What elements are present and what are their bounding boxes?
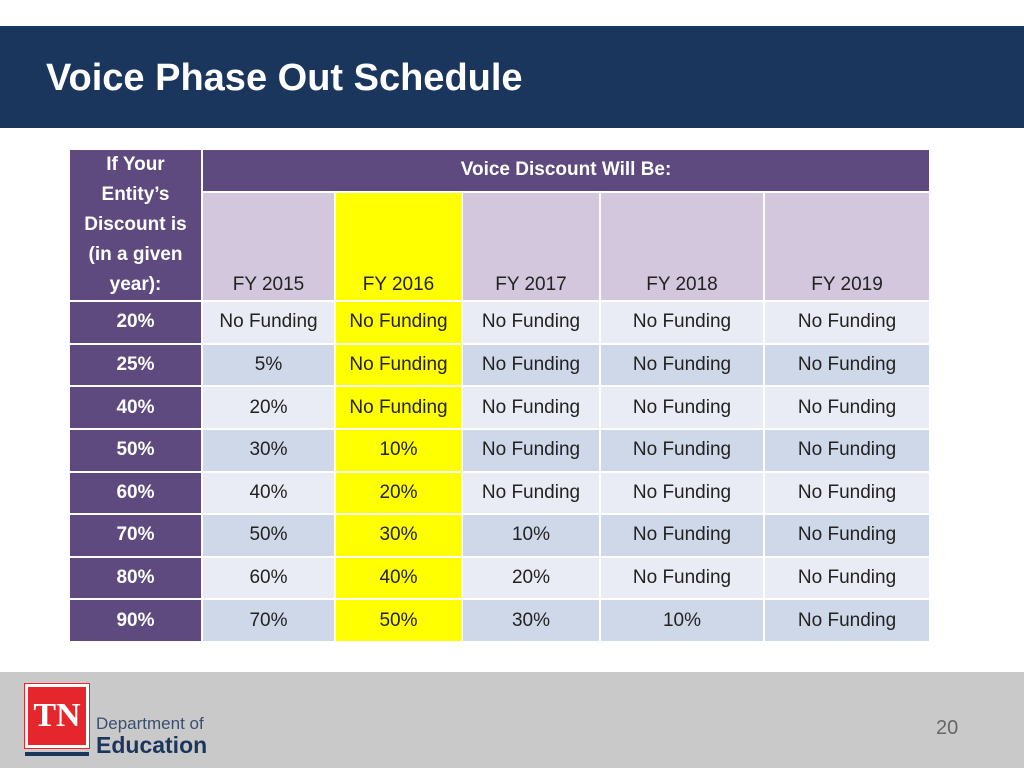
table-cell: No Funding	[334, 385, 463, 430]
table-cell: No Funding	[762, 470, 932, 516]
table-cell: 5%	[201, 342, 336, 388]
table-cell: No Funding	[762, 385, 932, 430]
table-cell: No Funding	[762, 342, 932, 388]
phase-out-table: If Your Entity’s Discount is (in a given…	[68, 148, 932, 643]
table-cell: No Funding	[599, 470, 765, 516]
table-cell: 20%	[201, 385, 336, 430]
table-cell: 60%	[201, 555, 336, 601]
table-cell: No Funding	[599, 427, 765, 473]
slide-title: Voice Phase Out Schedule	[46, 57, 523, 99]
year-header-row: FY 2015 FY 2016 FY 2017 FY 2018 FY 2019	[69, 190, 932, 303]
education-label: Education	[96, 732, 208, 758]
table-cell: 30%	[201, 427, 336, 473]
table-cell: No Funding	[461, 300, 601, 345]
table-body: 20% No Funding No Funding No Funding No Fund…	[68, 300, 932, 643]
corner-line: (in a given	[88, 244, 183, 265]
logo-underline	[25, 752, 89, 756]
table-row: 80% 60% 40% 20% No Funding No Funding	[68, 555, 932, 601]
corner-line: Entity’s	[101, 184, 170, 205]
year-header: FY 2017	[461, 190, 601, 303]
table-cell: 30%	[461, 598, 601, 643]
table-cell: 30%	[334, 513, 463, 558]
corner-header: If Your Entity’s Discount is (in a given…	[68, 148, 203, 302]
table-cell: 10%	[461, 513, 601, 558]
table-cell: No Funding	[599, 300, 765, 345]
discount-label: 90%	[68, 598, 203, 643]
top-strip	[0, 0, 1024, 26]
discount-label: 80%	[68, 555, 203, 601]
table-cell: No Funding	[599, 513, 765, 558]
year-header: FY 2016	[334, 190, 463, 303]
table-cell: No Funding	[334, 300, 463, 345]
table-cell: No Funding	[762, 555, 932, 601]
corner-line: year):	[109, 274, 162, 295]
corner-line: If Your	[106, 154, 165, 175]
group-header: Voice Discount Will Be:	[200, 148, 932, 193]
table-cell: No Funding	[461, 427, 601, 473]
table-cell: No Funding	[461, 470, 601, 516]
table-row: 90% 70% 50% 30% 10% No Funding	[68, 598, 932, 643]
table-cell: 10%	[334, 427, 463, 473]
table-cell: 70%	[201, 598, 336, 643]
table-cell: No Funding	[461, 385, 601, 430]
table-cell: No Funding	[599, 342, 765, 388]
discount-label: 40%	[68, 385, 203, 430]
table-row: 60% 40% 20% No Funding No Funding No Funding	[68, 470, 932, 516]
year-header: FY 2018	[599, 190, 765, 303]
table-cell: 40%	[201, 470, 336, 516]
discount-label: 25%	[68, 342, 203, 388]
table-cell: No Funding	[201, 300, 336, 345]
table-row: 70% 50% 30% 10% No Funding No Funding	[68, 513, 932, 558]
table-cell: No Funding	[762, 598, 932, 643]
discount-label: 60%	[68, 470, 203, 516]
table-cell: No Funding	[599, 555, 765, 601]
table-row: 25% 5% No Funding No Funding No Funding No Fu…	[68, 342, 932, 388]
year-header: FY 2019	[762, 190, 932, 303]
page-number: 20	[936, 717, 959, 739]
table-cell: 20%	[334, 470, 463, 516]
table-cell: No Funding	[762, 427, 932, 473]
corner-line: Discount is	[84, 214, 187, 235]
discount-label: 50%	[68, 427, 203, 473]
table-cell: No Funding	[762, 513, 932, 558]
table-row: 40% 20% No Funding No Funding No Funding No F…	[68, 385, 932, 430]
tn-logo: TN	[24, 683, 90, 749]
table-cell: No Funding	[762, 300, 932, 345]
department-label: Department of	[96, 714, 204, 733]
table-cell: No Funding	[334, 342, 463, 388]
table-row: 20% No Funding No Funding No Funding No Fund…	[68, 300, 932, 345]
title-bar	[0, 26, 1024, 128]
table-cell: No Funding	[461, 342, 601, 388]
table-cell: 50%	[201, 513, 336, 558]
table-cell: 50%	[334, 598, 463, 643]
discount-label: 70%	[68, 513, 203, 558]
table-cell: 10%	[599, 598, 765, 643]
footer-bar	[0, 672, 1024, 768]
table-row: 50% 30% 10% No Funding No Funding No Funding	[68, 427, 932, 473]
discount-label: 20%	[68, 300, 203, 345]
table-cell: 40%	[334, 555, 463, 601]
table-cell: 20%	[461, 555, 601, 601]
year-header: FY 2015	[201, 190, 336, 303]
table-cell: No Funding	[599, 385, 765, 430]
